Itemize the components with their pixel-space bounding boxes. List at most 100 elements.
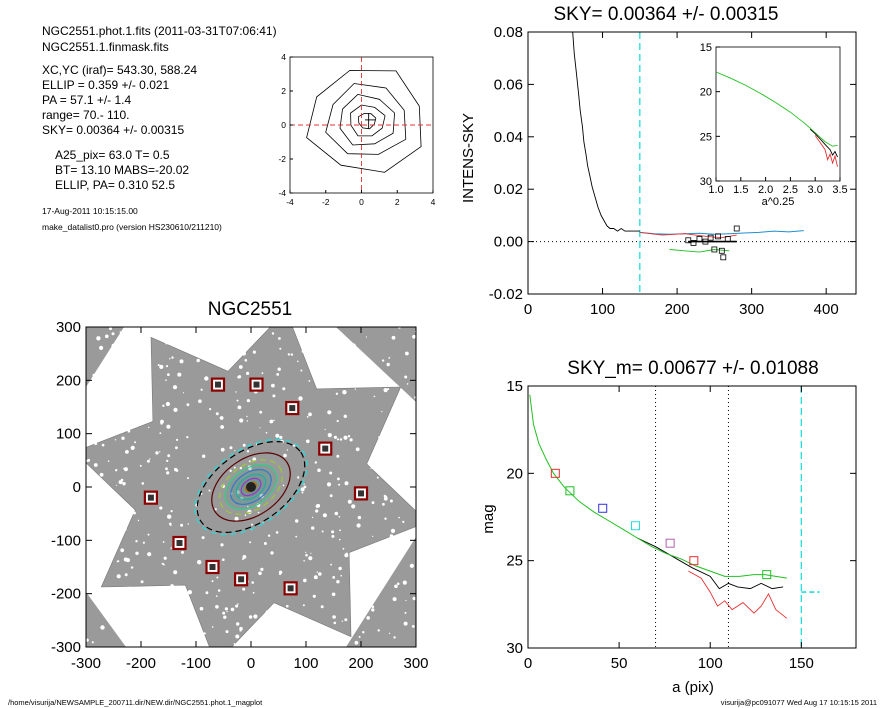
noise-speckle [402, 520, 405, 524]
x-tick-label: 300 [739, 301, 764, 318]
noise-speckle [159, 451, 161, 453]
noise-speckle [355, 447, 360, 452]
noise-speckle [337, 477, 340, 481]
noise-speckle [137, 619, 141, 624]
noise-speckle [297, 476, 300, 479]
noise-speckle [131, 378, 133, 381]
noise-speckle [305, 553, 308, 557]
noise-speckle [402, 580, 407, 585]
intensity-profile [572, 31, 640, 232]
noise-speckle [213, 328, 216, 331]
noise-speckle [200, 388, 203, 391]
noise-speckle [181, 550, 184, 554]
noise-speckle [186, 436, 189, 439]
noise-speckle [396, 422, 401, 427]
y-tick-label: 0.08 [494, 24, 523, 41]
noise-speckle [351, 504, 356, 509]
noise-speckle [303, 483, 305, 485]
noise-speckle [363, 583, 367, 588]
noise-speckle [298, 396, 303, 401]
x-tick-label: -200 [126, 655, 156, 672]
y-tick-label: 15 [506, 378, 523, 395]
noise-speckle [246, 450, 250, 453]
x-tick-label: 50 [611, 655, 628, 672]
noise-speckle [279, 435, 283, 439]
masked-star-core [358, 490, 364, 497]
noise-speckle [122, 482, 126, 486]
noise-speckle [123, 406, 127, 410]
noise-speckle [313, 334, 317, 337]
noise-speckle [233, 355, 236, 357]
noise-speckle [246, 371, 250, 375]
noise-speckle [94, 435, 97, 437]
noise-speckle [131, 403, 135, 407]
noise-speckle [313, 575, 318, 580]
y-tick-label: -100 [51, 532, 81, 549]
noise-speckle [336, 454, 340, 458]
noise-speckle [120, 376, 123, 379]
noise-speckle [237, 405, 242, 410]
noise-speckle [201, 536, 205, 540]
noise-speckle [338, 516, 341, 518]
y-tick-label: 300 [56, 319, 81, 336]
noise-speckle [335, 392, 339, 395]
noise-speckle [378, 436, 381, 439]
noise-speckle [162, 541, 165, 543]
noise-speckle [124, 603, 129, 607]
noise-speckle [166, 471, 170, 475]
noise-speckle [303, 485, 307, 489]
noise-speckle [129, 611, 132, 614]
mag-plot-title: SKY_m= 0.00677 +/- 0.01088 [567, 358, 818, 379]
noise-speckle [312, 367, 317, 372]
noise-speckle [117, 560, 120, 563]
noise-speckle [275, 531, 279, 534]
y-tick-label: -300 [51, 639, 81, 656]
inset-x-tick-label: 1.0 [708, 184, 723, 196]
noise-speckle [306, 416, 309, 418]
noise-speckle [372, 535, 374, 538]
noise-speckle [324, 428, 326, 430]
noise-speckle [171, 606, 175, 611]
noise-speckle [147, 552, 152, 557]
noise-speckle [347, 435, 351, 438]
noise-speckle [271, 332, 275, 335]
noise-speckle [184, 334, 188, 338]
info-block: NGC2551.phot.1.fits (2011-03-31T07:06:41… [42, 24, 277, 232]
y-tick-label: -0.02 [489, 286, 523, 303]
noise-speckle [392, 597, 397, 602]
mag-plot-ylabel: mag [480, 504, 497, 533]
noise-speckle [300, 369, 303, 372]
noise-speckle [197, 560, 202, 565]
noise-speckle [325, 358, 328, 362]
noise-speckle [302, 604, 305, 607]
noise-speckle [100, 539, 103, 542]
noise-speckle [404, 611, 407, 614]
noise-speckle [87, 528, 90, 531]
noise-speckle [356, 523, 361, 528]
noise-speckle [409, 533, 413, 538]
info-center-line: XC,YC (iraf)= 543.30, 588.24 [42, 63, 197, 77]
noise-speckle [139, 413, 143, 417]
noise-speckle [316, 571, 318, 573]
noise-speckle [301, 350, 305, 353]
noise-speckle [120, 390, 124, 395]
sky-sample-square [696, 236, 703, 242]
x-tick-label: 0 [524, 301, 532, 318]
noise-speckle [123, 467, 125, 470]
noise-speckle [366, 616, 371, 620]
noise-speckle [273, 618, 275, 621]
isophote-ellipse [196, 441, 306, 533]
noise-speckle [311, 526, 315, 530]
mag-profile-plot: 0 50 100 150 15 20 25 30 [506, 378, 857, 672]
noise-speckle [169, 358, 171, 360]
y-tick-label: 25 [506, 553, 523, 570]
noise-speckle [282, 387, 286, 391]
noise-speckle [286, 604, 289, 608]
noise-speckle [90, 384, 94, 387]
mag-profile-red [688, 570, 788, 619]
noise-speckle [102, 608, 104, 610]
noise-speckle [114, 532, 117, 535]
noise-speckle [173, 570, 178, 575]
info-ellip-pa-line: ELLIP, PA= 0.310 52.5 [55, 178, 175, 192]
noise-speckle [383, 388, 388, 393]
